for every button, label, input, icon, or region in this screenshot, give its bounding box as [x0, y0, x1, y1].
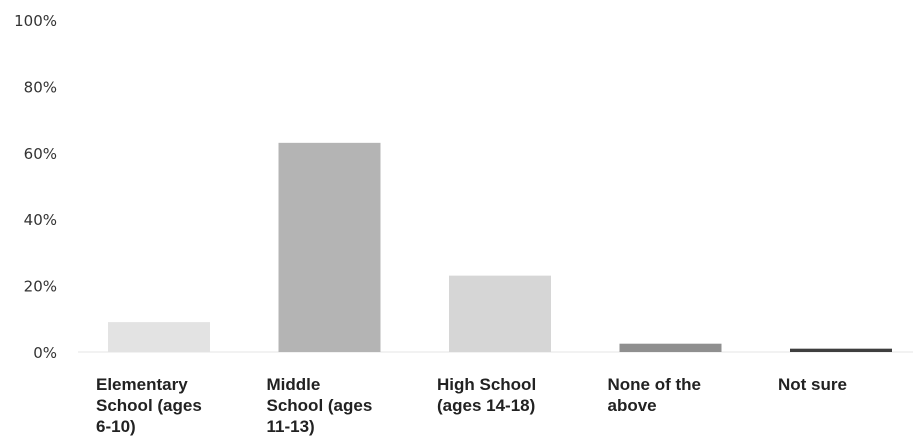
x-category-label: Middle School (ages 11-13): [267, 375, 373, 436]
x-category-label-line: None of the: [608, 375, 702, 394]
y-tick-label: 60%: [24, 145, 57, 163]
x-category-label-line: Not sure: [778, 375, 847, 394]
y-tick-label: 0%: [33, 344, 57, 362]
x-category-label-line: Middle: [267, 375, 321, 394]
x-category-label: Elementary School (ages 6-10): [96, 375, 202, 436]
bar: [108, 322, 210, 352]
x-category-label-line: Elementary: [96, 375, 188, 394]
y-axis: 0% 20% 40% 60% 80% 100%: [14, 12, 57, 362]
y-tick-label: 40%: [24, 211, 57, 229]
x-category-label-line: School (ages: [96, 396, 202, 415]
bar: [449, 275, 551, 352]
bars: [108, 142, 892, 352]
bar: [619, 343, 722, 352]
y-tick-label: 100%: [14, 12, 57, 30]
x-category-label: None of the above: [608, 375, 702, 415]
x-category-label-line: 11-13): [267, 417, 315, 436]
x-category-label: High School (ages 14-18): [437, 375, 536, 415]
y-tick-label: 20%: [24, 278, 57, 296]
x-category-label-line: 6-10): [96, 417, 136, 436]
x-category-label-line: School (ages: [267, 396, 373, 415]
bar: [278, 142, 381, 352]
x-category-label-line: above: [608, 396, 657, 415]
x-category-label-line: High School: [437, 375, 536, 394]
x-category-label-line: (ages 14-18): [437, 396, 535, 415]
y-tick-label: 80%: [24, 78, 57, 96]
x-category-label: Not sure: [778, 375, 847, 394]
x-axis-labels: Elementary School (ages 6-10) Middle School …: [96, 375, 847, 436]
bar: [790, 348, 892, 352]
